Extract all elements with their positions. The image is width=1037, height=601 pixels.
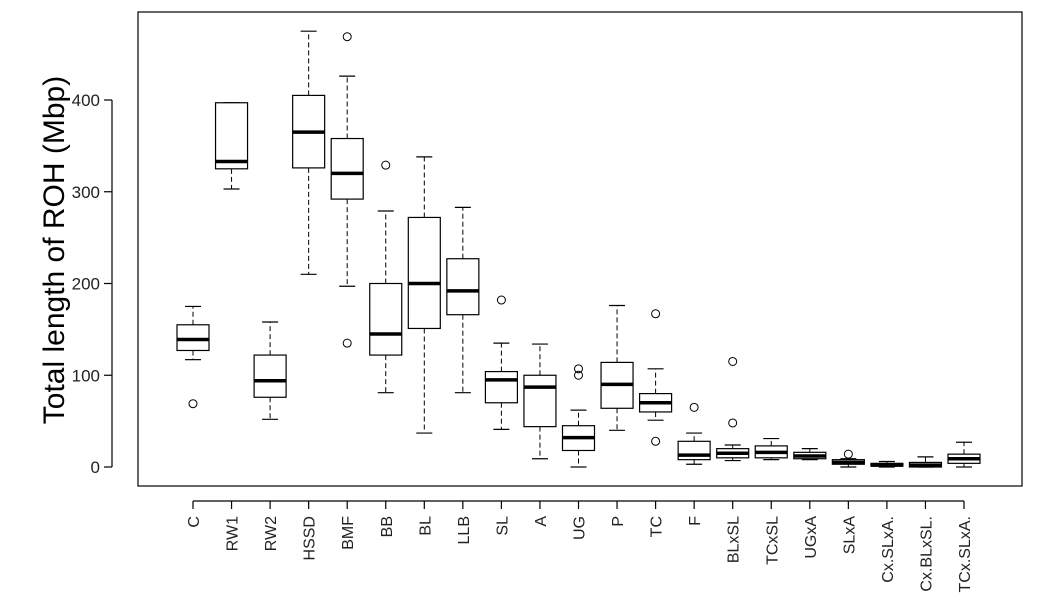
y-tick-label: 100 [72,366,100,385]
box-tcx-slxa [947,441,981,468]
outlier-point [188,399,198,409]
box-rw1 [214,102,249,190]
boxes-layer [176,30,981,468]
y-axis-label: Total length of ROH (Mbp) [38,76,71,424]
x-tick-label: Cx.BLxSL. [918,516,935,592]
outlier-point [651,436,661,446]
box-ugxa [793,448,827,461]
box-llb [446,206,480,394]
x-tick-label: A [533,516,550,527]
x-tick-label: TC [649,516,666,537]
box-f [677,402,711,465]
box-cx-blxsl [908,456,943,468]
outlier-point [728,418,738,428]
iqr-box [369,282,403,356]
iqr-box [176,324,210,352]
plot-frame [137,11,1023,487]
box-rw2 [253,321,287,420]
iqr-box [677,440,711,461]
x-tick-label: P [610,516,627,527]
outlier-point [728,356,738,366]
outlier-point [342,32,352,42]
x-tick-label: BMF [340,516,357,550]
outlier-point [342,338,352,348]
x-tick-label: UG [572,516,589,540]
box-blxsl [716,356,750,462]
iqr-box [214,102,249,170]
box-a [523,343,557,460]
x-tick-label: TCx.SLxA. [957,516,974,592]
y-tick-label: 400 [72,91,100,110]
box-tcxsl [754,437,788,461]
box-ug [561,364,596,468]
y-tick-label: 300 [72,183,100,202]
box-slxa [831,449,865,468]
box-bmf [330,32,364,348]
x-tick-label: HSSD [302,516,319,560]
x-tick-label: LLB [456,516,473,544]
outlier-point [381,160,391,170]
outlier-point [496,295,506,305]
box-cx-slxa [870,460,904,468]
outlier-point [651,309,661,319]
box-hssd [292,30,326,275]
box-bl [407,156,441,434]
x-tick-label: BLxSL [726,516,743,563]
x-tick-label: TCxSL [764,516,781,565]
x-tick-label: C [186,516,203,528]
x-axis: C RW1 RW2 HSSD BMF BB BL LLB SL A UG P TC F BLxSL TCxSL… [186,500,974,592]
iqr-box [407,216,441,330]
box-p [600,304,634,431]
box-bb [369,160,403,394]
outlier-point [574,370,583,380]
box-sl [484,295,518,430]
iqr-box [446,258,480,316]
x-tick-label: UGxA [803,516,820,559]
iqr-box [253,354,287,398]
box-c [176,305,210,409]
x-tick-label: RW1 [225,516,242,551]
outlier-point [574,364,583,374]
y-axis: 0 100 200 300 400 [72,91,113,477]
x-tick-label: RW2 [263,516,280,551]
outlier-point [843,449,853,459]
iqr-box [523,374,557,428]
y-tick-label: 200 [72,275,100,294]
x-tick-label: F [687,516,704,526]
x-tick-label: SL [494,516,511,536]
iqr-box [484,370,518,404]
outlier-point [689,402,699,412]
x-tick-label: BL [417,516,434,536]
x-tick-label: BB [379,516,396,537]
y-tick-label: 0 [91,458,100,477]
x-tick-label: SLxA [841,516,858,555]
x-tick-label: Cx.SLxA. [880,516,897,583]
iqr-box [330,137,364,200]
box-tc [638,309,673,446]
